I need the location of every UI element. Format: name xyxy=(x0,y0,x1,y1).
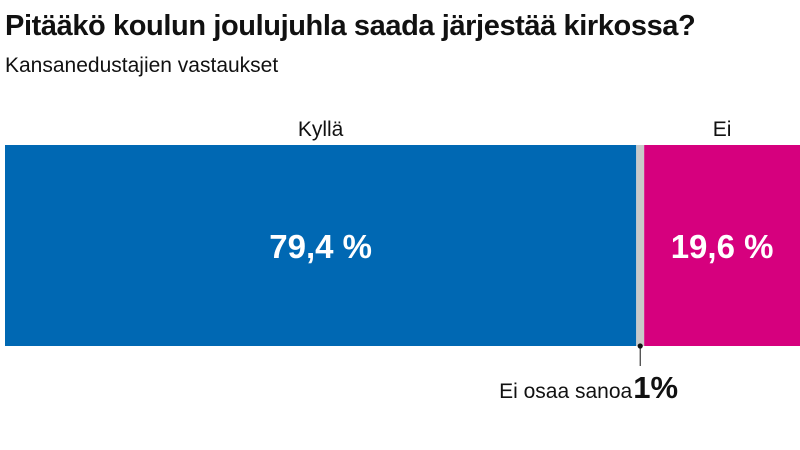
bar-segment-ei xyxy=(644,145,800,346)
value-label-ei-osaa-sanoa: 1% xyxy=(633,370,678,405)
segment-label-kyllä: Kyllä xyxy=(298,118,344,141)
value-label-kyllä: 79,4 % xyxy=(269,228,372,265)
bar-segment-ei-osaa-sanoa xyxy=(636,145,645,346)
segment-label-ei: Ei xyxy=(713,118,732,141)
chart-title: Pitääkö koulun joulujuhla saada järjestä… xyxy=(5,10,696,42)
value-label-ei: 19,6 % xyxy=(671,228,774,265)
bar-segment-kyllä xyxy=(5,145,637,346)
leader-dot-ei-osaa-sanoa xyxy=(637,343,643,349)
chart-subtitle: Kansanedustajien vastaukset xyxy=(5,54,279,77)
segment-label-ei-osaa-sanoa: Ei osaa sanoa xyxy=(499,380,632,403)
